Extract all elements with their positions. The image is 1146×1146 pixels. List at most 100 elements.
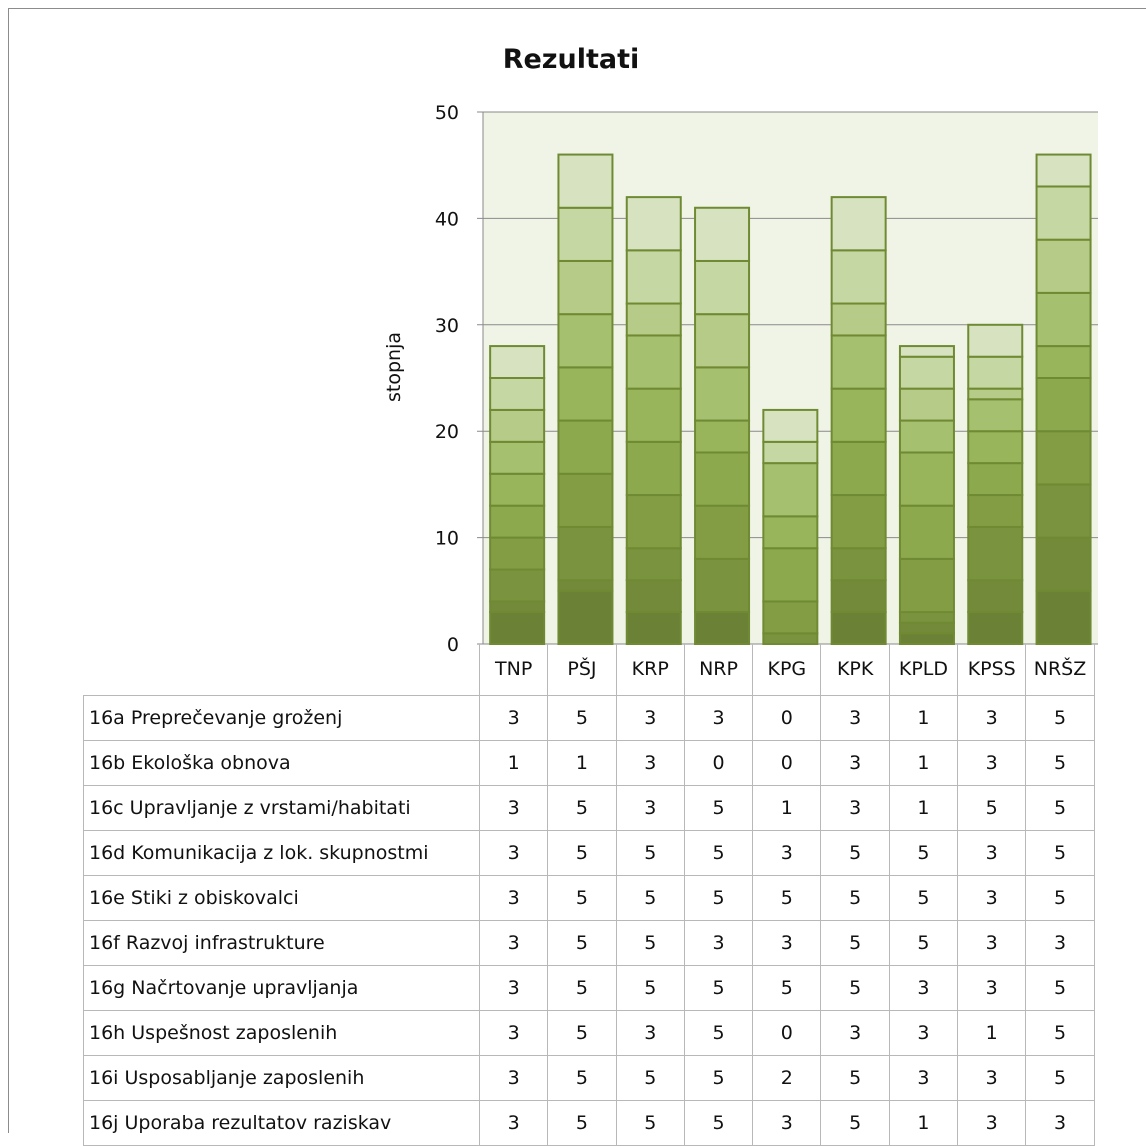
data-label: 1 xyxy=(888,784,959,831)
data-label: 5 xyxy=(1025,739,1095,786)
bar-segment xyxy=(557,589,614,645)
data-label: 3 xyxy=(478,919,549,966)
data-label: 3 xyxy=(478,829,549,876)
table-row: 16d Komunikacija z lok. skupnostmi 3 5 5 5 3 5… xyxy=(83,829,1095,876)
data-label: 5 xyxy=(547,1099,617,1146)
bar-segment xyxy=(830,249,887,305)
y-tick-label: 40 xyxy=(435,208,459,230)
data-label: 5 xyxy=(615,1099,685,1146)
data-label: 3 xyxy=(752,829,822,876)
bar-segment xyxy=(830,196,887,252)
bar-segment xyxy=(830,302,887,337)
bar-segment xyxy=(1035,483,1092,539)
series-label: 16d Komunikacija z lok. skupnostmi xyxy=(83,829,480,876)
data-label: 3 xyxy=(888,1009,959,1056)
bar-segment xyxy=(694,611,751,646)
bar-segment xyxy=(967,355,1024,390)
bar-segment xyxy=(967,462,1024,497)
bar-segment xyxy=(625,547,682,582)
data-label: 3 xyxy=(957,829,1027,876)
bar-segment xyxy=(557,259,614,316)
bar-segment xyxy=(967,494,1024,528)
series-label: 16e Stiki z obiskovalci xyxy=(83,874,480,921)
data-label: 3 xyxy=(683,919,754,966)
data-label: 1 xyxy=(752,784,822,831)
data-label: 3 xyxy=(957,694,1027,741)
data-label: 3 xyxy=(615,784,685,831)
bar-segment xyxy=(489,408,546,443)
bar-segment xyxy=(557,419,614,475)
bar-segment xyxy=(557,206,614,262)
data-label: 5 xyxy=(1025,694,1095,741)
data-label: 0 xyxy=(752,1009,822,1056)
series-label: 16j Uporaba rezultatov raziskav xyxy=(83,1099,480,1146)
bar-segment xyxy=(694,557,751,614)
bar-segment xyxy=(830,494,887,550)
bar-segment xyxy=(898,355,955,390)
data-label: 0 xyxy=(752,739,822,786)
series-label: 16f Razvoj infrastrukture xyxy=(83,919,480,966)
chart-title: Rezultati xyxy=(502,44,640,75)
bar-segment xyxy=(489,504,546,539)
data-label: 3 xyxy=(957,874,1027,921)
bar-segment xyxy=(489,611,546,646)
table-row: 16b Ekološka obnova 1 1 3 0 0 3 1 3 5 xyxy=(83,739,1095,786)
data-label: 1 xyxy=(957,1009,1027,1056)
bar-segment xyxy=(967,323,1024,358)
bar-segment xyxy=(489,600,546,614)
data-label: 3 xyxy=(615,694,685,741)
x-tick-label: KPK xyxy=(820,644,890,696)
data-label: 5 xyxy=(683,1054,754,1101)
bar-segment xyxy=(898,632,955,645)
bar-segment xyxy=(625,302,682,337)
data-label: 5 xyxy=(820,964,890,1011)
y-tick-label: 50 xyxy=(435,102,459,124)
data-label: 3 xyxy=(888,1054,959,1101)
data-label: 5 xyxy=(820,874,890,921)
bar-segment xyxy=(557,366,614,422)
data-label: 3 xyxy=(683,694,754,741)
series-label: 16h Uspešnost zaposlenih xyxy=(83,1009,480,1056)
data-label: 3 xyxy=(957,1099,1027,1146)
table-row: 16g Načrtovanje upravljanja 3 5 5 5 5 5 3 3 5 xyxy=(83,964,1095,1011)
bar-segment xyxy=(557,153,614,209)
data-label: 5 xyxy=(683,874,754,921)
data-label: 5 xyxy=(820,829,890,876)
bar-segment xyxy=(898,611,955,624)
bar-segment xyxy=(694,206,751,262)
bar-segment xyxy=(1035,291,1092,348)
data-label: 3 xyxy=(615,739,685,786)
bar-segment xyxy=(489,472,546,507)
bar-segment xyxy=(694,451,751,507)
data-label: 5 xyxy=(547,829,617,876)
x-tick-label: PŠJ xyxy=(547,644,617,696)
bar-segment xyxy=(830,547,887,582)
data-label: 5 xyxy=(683,829,754,876)
data-label: 3 xyxy=(478,694,549,741)
bar-segment xyxy=(694,259,751,316)
bar-segment xyxy=(967,398,1024,433)
bar-segment xyxy=(898,451,955,507)
x-tick-label: KPG xyxy=(752,644,822,696)
data-label: 5 xyxy=(1025,829,1095,876)
data-label: 5 xyxy=(615,829,685,876)
bar-segment xyxy=(1035,377,1092,433)
data-label: 5 xyxy=(1025,874,1095,921)
data-label: 5 xyxy=(752,874,822,921)
x-tick-label: TNP xyxy=(478,644,549,696)
bar-segment xyxy=(1035,430,1092,486)
bar-segment xyxy=(1035,345,1092,379)
data-label: 5 xyxy=(752,964,822,1011)
bar-segment xyxy=(830,334,887,390)
bar-segment xyxy=(625,440,682,497)
data-label: 3 xyxy=(478,1009,549,1056)
data-label: 3 xyxy=(615,1009,685,1056)
data-label: 5 xyxy=(683,964,754,1011)
bar-segment xyxy=(898,504,955,560)
data-label: 1 xyxy=(888,739,959,786)
bar-segment xyxy=(625,196,682,252)
bar-segment xyxy=(694,313,751,369)
data-label: 5 xyxy=(820,1099,890,1146)
data-label: 0 xyxy=(752,694,822,741)
